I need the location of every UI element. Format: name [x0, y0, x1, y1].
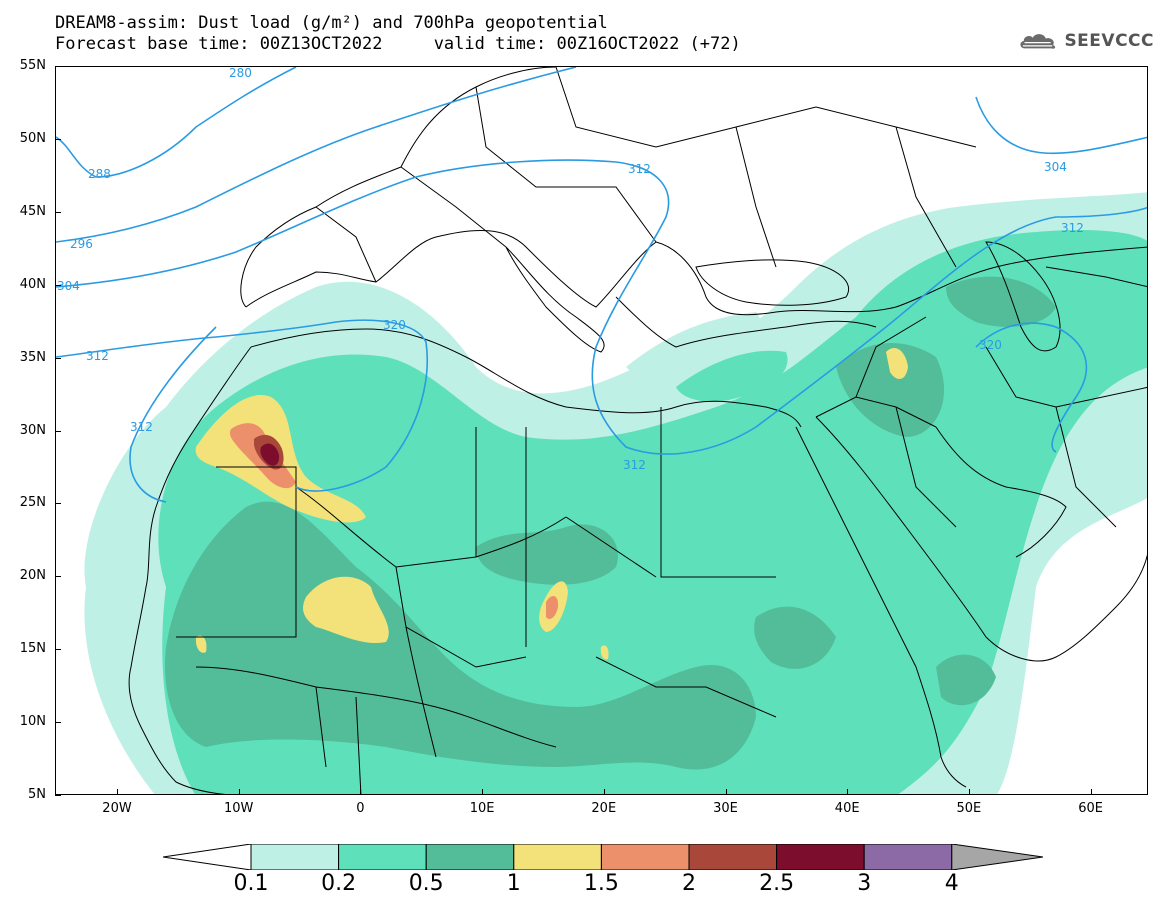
latitude-tick [55, 795, 61, 796]
colorbar [163, 844, 1043, 870]
colorbar-right-arrow [951, 844, 1043, 870]
colorbar-label: 1.5 [583, 871, 619, 896]
latitude-label: 45N [19, 203, 46, 219]
latitude-tick [55, 138, 61, 140]
colorbar-left-arrow [163, 844, 252, 870]
dust-layer-2.5 [260, 443, 280, 466]
colorbar-swatch [776, 844, 865, 870]
colorbar-label: 0.1 [233, 871, 269, 896]
contour-label: 296 [70, 237, 93, 251]
contour-label: 320 [383, 318, 406, 332]
geopotential-contours [56, 67, 1147, 503]
map-title: DREAM8-assim: Dust load (g/m²) and 700hP… [55, 13, 608, 33]
longitude-tick [1090, 789, 1092, 795]
colorbar-swatch [425, 844, 515, 870]
seevccc-logo: SEEVCCC [1018, 26, 1154, 56]
latitude-tick [55, 357, 61, 359]
contour-label: 312 [86, 349, 109, 363]
contour-label: 312 [623, 458, 646, 472]
latitude-tick [55, 430, 61, 432]
colorbar-swatch [600, 844, 690, 870]
longitude-label: 30E [713, 801, 738, 816]
latitude-tick [55, 576, 61, 578]
country-borders [128, 67, 1147, 794]
latitude-label: 5N [28, 787, 46, 802]
latitude-label: 10N [19, 714, 46, 730]
longitude-tick [238, 789, 240, 795]
colorbar-swatch [863, 844, 953, 870]
longitude-label: 20E [591, 801, 617, 816]
longitude-label: 10E [469, 801, 495, 816]
longitude-label: 60E [1078, 801, 1103, 816]
longitude-tick [482, 789, 484, 795]
latitude-tick [55, 649, 61, 651]
colorbar-label: 2.5 [759, 871, 795, 896]
contour-label: 288 [88, 167, 111, 181]
longitude-label: 10W [223, 801, 254, 816]
colorbar-swatch [513, 844, 602, 870]
contour-label: 312 [1061, 221, 1084, 235]
latitude-tick [55, 211, 61, 213]
latitude-label: 15N [19, 641, 46, 657]
latitude-label: 50N [19, 130, 46, 146]
longitude-tick [725, 789, 727, 795]
contour-label: 312 [130, 420, 153, 434]
longitude-label: 0 [356, 801, 365, 816]
colorbar-swatch [250, 844, 340, 870]
contour-label: 312 [628, 162, 651, 176]
longitude-tick [968, 789, 970, 795]
latitude-label: 30N [19, 422, 46, 438]
dust-layer-0.5 [165, 276, 1056, 770]
map-area: 288 296 304 312 280 312 320 312 312 304 … [55, 66, 1148, 795]
longitude-tick [360, 789, 362, 795]
dust-load-map: 288 296 304 312 280 312 320 312 312 304 … [56, 67, 1147, 794]
longitude-tick [603, 789, 605, 795]
latitude-tick [55, 66, 61, 67]
colorbar-swatch [688, 844, 778, 870]
colorbar-label: 1 [506, 871, 521, 896]
colorbar-label: 4 [944, 871, 959, 896]
logo-text: SEEVCCC [1064, 31, 1154, 51]
latitude-tick [55, 722, 61, 724]
colorbar-swatch [338, 844, 427, 870]
latitude-label: 40N [19, 276, 46, 292]
contour-label: 304 [1044, 160, 1067, 174]
forecast-time-line: Forecast base time: 00Z13OCT2022 valid t… [55, 34, 741, 54]
latitude-label: 55N [19, 58, 46, 73]
longitude-label: 20W [102, 801, 132, 816]
latitude-tick [55, 284, 61, 286]
colorbar-label: 0.5 [408, 871, 444, 896]
latitude-label: 20N [19, 568, 46, 584]
latitude-label: 25N [19, 495, 46, 511]
contour-label: 304 [57, 279, 80, 293]
contour-label: 280 [229, 67, 252, 80]
longitude-tick [117, 789, 118, 795]
contour-labels: 288 296 304 312 280 312 320 312 312 304 … [57, 67, 1084, 472]
colorbar-label: 3 [857, 871, 872, 896]
longitude-label: 40E [834, 801, 860, 816]
latitude-tick [55, 503, 61, 505]
latitude-label: 35N [19, 349, 46, 365]
longitude-label: 50E [956, 801, 982, 816]
longitude-tick [847, 789, 849, 795]
colorbar-label: 2 [682, 871, 696, 896]
contour-label: 320 [979, 338, 1002, 352]
cloud-icon [1020, 34, 1056, 49]
colorbar-label: 0.2 [321, 871, 357, 896]
